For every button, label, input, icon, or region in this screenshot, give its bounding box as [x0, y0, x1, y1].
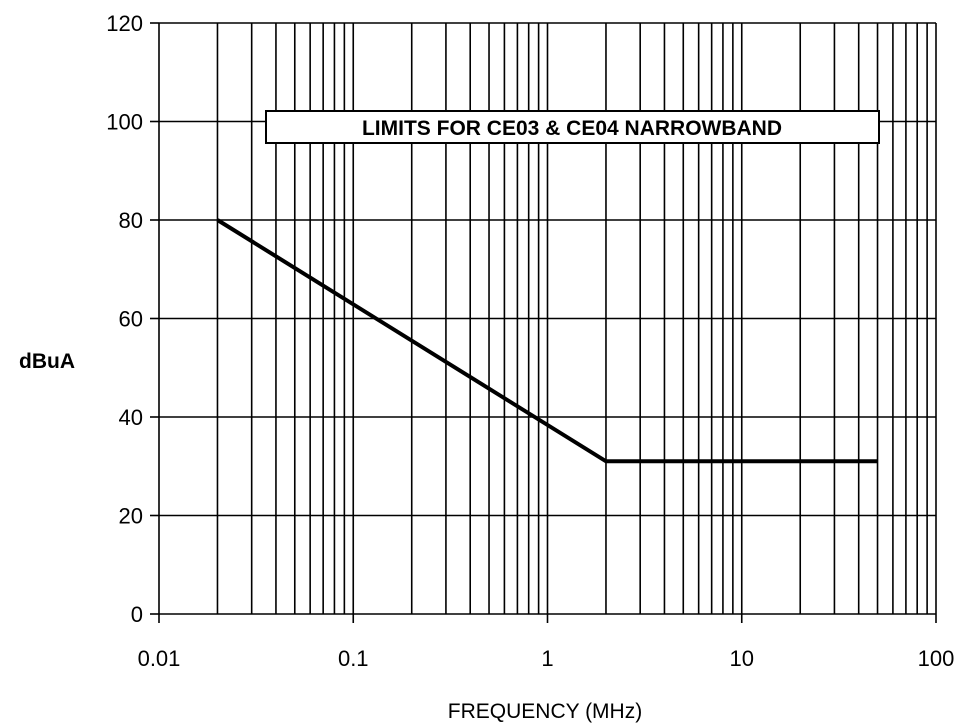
chart-title: LIMITS FOR CE03 & CE04 NARROWBAND: [362, 117, 782, 140]
y-label-bg: [6, 345, 88, 375]
y-axis-ticks: 0 20 40 60 80 100 120: [106, 11, 159, 627]
y-tick-label: 20: [119, 504, 143, 529]
y-tick-label: 40: [119, 405, 143, 430]
x-tick-label: 0.01: [138, 646, 181, 671]
y-tick-label: 80: [119, 208, 143, 233]
y-tick-label: 0: [131, 602, 143, 627]
y-tick-label: 120: [106, 11, 143, 36]
x-tick-label: 1: [541, 646, 553, 671]
x-tick-label: 0.1: [338, 646, 369, 671]
x-tick-label: 10: [730, 646, 754, 671]
series-group: [216, 218, 878, 464]
chart-title-box: LIMITS FOR CE03 & CE04 NARROWBAND: [265, 110, 880, 144]
x-axis-ticks: 0.01 0.1 1 10 100: [138, 614, 955, 671]
y-axis-label: dBuA: [19, 350, 75, 373]
limit-line: [216, 218, 878, 464]
x-axis-label: FREQUENCY (MHz): [448, 700, 642, 723]
y-tick-label: 60: [119, 307, 143, 332]
x-tick-label: 100: [918, 646, 955, 671]
chart-title-frame: [265, 110, 880, 144]
y-tick-label: 100: [106, 110, 143, 135]
